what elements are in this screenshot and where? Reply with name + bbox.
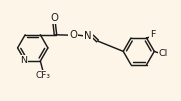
Text: Cl: Cl bbox=[159, 49, 168, 58]
Text: CF₃: CF₃ bbox=[35, 71, 50, 80]
Text: N: N bbox=[20, 56, 27, 65]
Text: O: O bbox=[69, 30, 77, 40]
Text: F: F bbox=[150, 31, 156, 39]
Text: O: O bbox=[50, 13, 58, 23]
Text: N: N bbox=[84, 31, 92, 41]
